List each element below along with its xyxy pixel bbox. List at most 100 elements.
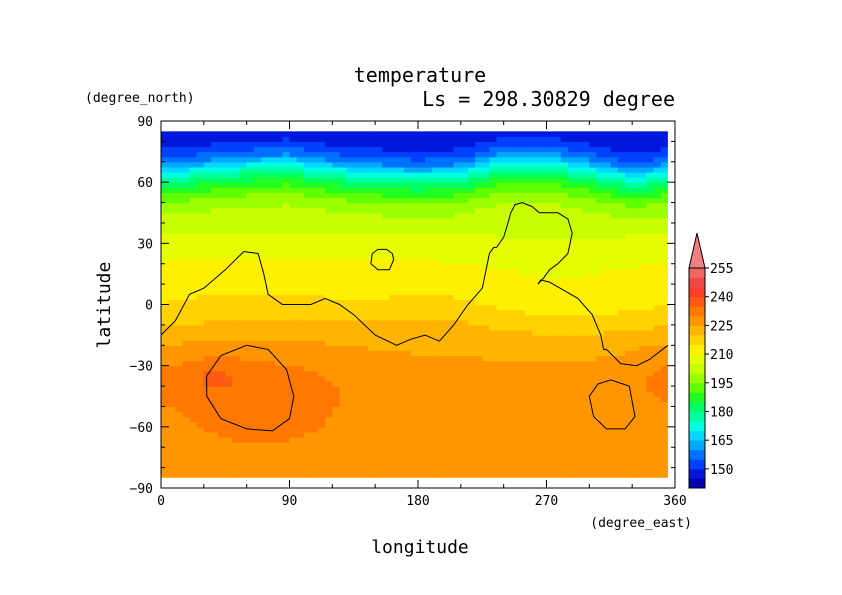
heatmap-cell (453, 177, 462, 183)
heatmap-cell (467, 228, 476, 234)
heatmap-cell (610, 136, 619, 142)
heatmap-cell (503, 202, 512, 209)
heatmap-cell (218, 329, 226, 336)
heatmap-cell (482, 431, 490, 438)
heatmap-cell (239, 207, 248, 214)
heatmap-cell (467, 396, 476, 402)
heatmap-cell (289, 437, 298, 443)
heatmap-cell (517, 462, 526, 469)
heatmap-cell (546, 360, 555, 367)
heatmap-cell (353, 447, 362, 453)
heatmap-cell (175, 263, 184, 270)
heatmap-cell (282, 156, 291, 163)
heatmap-cell (610, 248, 619, 255)
heatmap-cell (503, 345, 512, 351)
heatmap-cell (225, 467, 233, 474)
heatmap-cell (260, 192, 269, 199)
heatmap-cell (275, 212, 283, 219)
heatmap-cell (525, 421, 533, 428)
heatmap-cell (482, 279, 490, 285)
heatmap-cell (446, 324, 455, 331)
heatmap-cell (189, 197, 198, 204)
heatmap-cell (260, 294, 269, 301)
heatmap-cell (218, 340, 226, 346)
heatmap-cell (275, 243, 283, 250)
heatmap-cell (189, 228, 198, 234)
heatmap-cell (496, 289, 505, 295)
heatmap-cell (360, 228, 369, 234)
heatmap-cell (596, 370, 605, 377)
heatmap-cell (425, 192, 433, 199)
heatmap-cell (161, 472, 169, 478)
heatmap-cell (525, 324, 533, 331)
heatmap-cell (225, 345, 233, 351)
heatmap-cell (410, 131, 419, 137)
heatmap-cell (318, 273, 326, 280)
heatmap-cell (425, 166, 433, 173)
heatmap-cell (410, 319, 419, 326)
heatmap-cell (353, 411, 362, 418)
heatmap-cell (282, 335, 291, 341)
heatmap-cell (410, 386, 419, 392)
colorbar-swatch (689, 468, 705, 479)
heatmap-cell (539, 360, 548, 367)
heatmap-cell (375, 447, 383, 453)
heatmap-cell (539, 421, 548, 428)
heatmap-cell (625, 431, 633, 438)
heatmap-cell (510, 217, 519, 224)
heatmap-cell (503, 263, 512, 270)
heatmap-cell (467, 171, 476, 178)
heatmap-cell (382, 279, 391, 285)
heatmap-cell (332, 324, 341, 331)
heatmap-cell (232, 462, 241, 469)
heatmap-cell (253, 457, 262, 464)
heatmap-cell (418, 212, 426, 219)
heatmap-cell (489, 228, 498, 234)
heatmap-cell (475, 299, 483, 306)
heatmap-cell (375, 386, 383, 392)
heatmap-cell (203, 156, 212, 163)
heatmap-cell (525, 467, 533, 474)
heatmap-cell (210, 217, 219, 224)
heatmap-cell (303, 472, 312, 478)
heatmap-cell (610, 304, 619, 311)
heatmap-cell (246, 192, 255, 199)
heatmap-cell (168, 416, 176, 423)
heatmap-cell (460, 340, 469, 346)
heatmap-cell (168, 380, 176, 387)
heatmap-cell (410, 166, 419, 173)
heatmap-cell (617, 248, 626, 255)
heatmap-cell (232, 243, 241, 250)
heatmap-cell (496, 447, 505, 453)
heatmap-cell (439, 329, 448, 336)
heatmap-cell (375, 462, 383, 469)
heatmap-cell (517, 279, 526, 285)
heatmap-cell (467, 406, 476, 413)
heatmap-cell (260, 171, 269, 178)
heatmap-cell (189, 299, 198, 306)
heatmap-cell (660, 228, 668, 234)
heatmap-cell (532, 375, 540, 382)
heatmap-cell (289, 243, 298, 250)
heatmap-cell (639, 309, 648, 316)
heatmap-cell (410, 253, 419, 260)
heatmap-cell (467, 421, 476, 428)
heatmap-cell (296, 217, 305, 224)
heatmap-cell (496, 228, 505, 234)
heatmap-cell (225, 375, 233, 382)
heatmap-cell (482, 299, 490, 306)
heatmap-cell (496, 355, 505, 362)
heatmap-cell (589, 146, 598, 153)
heatmap-cell (575, 131, 583, 137)
heatmap-cell (567, 350, 576, 357)
heatmap-cell (296, 248, 305, 255)
heatmap-cell (368, 151, 376, 158)
heatmap-cell (617, 411, 626, 418)
heatmap-cell (575, 243, 583, 250)
heatmap-cell (425, 391, 433, 397)
heatmap-cell (368, 166, 376, 173)
colorbar-swatch (689, 449, 705, 460)
heatmap-cell (489, 304, 498, 311)
heatmap-cell (632, 370, 640, 377)
heatmap-cell (546, 329, 555, 336)
